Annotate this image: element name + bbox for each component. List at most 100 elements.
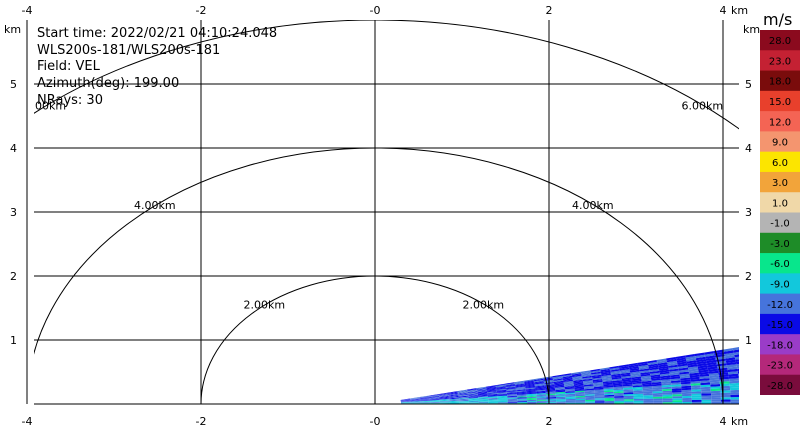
velocity-cell <box>726 362 737 366</box>
velocity-cell <box>594 393 605 396</box>
velocity-cell <box>613 384 623 388</box>
velocity-cell <box>590 371 601 375</box>
velocity-cell <box>584 391 595 394</box>
velocity-cell <box>699 373 710 377</box>
velocity-cell <box>526 393 537 396</box>
velocity-cell <box>400 399 411 401</box>
velocity-cell <box>609 365 620 369</box>
velocity-cell <box>439 395 449 398</box>
velocity-cell <box>730 401 739 404</box>
velocity-cell <box>449 401 460 403</box>
velocity-cell <box>667 360 678 365</box>
velocity-cell <box>564 387 575 390</box>
velocity-cell <box>629 368 640 371</box>
velocity-cell <box>688 370 699 374</box>
velocity-cell <box>438 394 449 397</box>
velocity-cell <box>563 378 573 381</box>
velocity-cell <box>458 393 468 396</box>
velocity-cell <box>486 386 496 389</box>
velocity-cell <box>536 391 546 394</box>
velocity-cell <box>748 374 758 377</box>
velocity-cell <box>720 397 731 400</box>
velocity-cell <box>505 385 516 388</box>
velocity-cell <box>740 387 750 390</box>
velocity-cell <box>429 397 440 400</box>
colorbar-swatch <box>760 313 800 335</box>
velocity-cell <box>661 383 672 386</box>
velocity-cell <box>449 400 460 402</box>
velocity-cell <box>724 352 735 357</box>
velocity-cell <box>517 402 528 404</box>
velocity-cell <box>449 396 459 398</box>
velocity-cell <box>507 396 518 398</box>
velocity-cell <box>732 347 739 351</box>
x-tick-label: 2 <box>546 415 553 428</box>
velocity-cell <box>575 393 585 395</box>
velocity-cell <box>448 393 459 395</box>
velocity-cell <box>534 384 545 387</box>
velocity-cell <box>705 355 716 359</box>
velocity-cell <box>526 390 536 393</box>
velocity-cell <box>661 379 671 382</box>
velocity-cell <box>487 395 498 397</box>
velocity-cell <box>694 352 705 357</box>
velocity-cell <box>515 383 525 386</box>
velocity-cell <box>623 387 633 390</box>
velocity-cell <box>458 395 469 397</box>
velocity-cell <box>419 397 430 399</box>
velocity-cell <box>711 392 721 396</box>
colorbar-swatch <box>760 354 800 376</box>
velocity-cell <box>618 364 629 368</box>
velocity-cell <box>536 395 547 397</box>
velocity-cell <box>641 377 652 380</box>
velocity-cell <box>661 384 672 388</box>
velocity-cell <box>448 391 458 394</box>
velocity-cell <box>563 380 574 384</box>
velocity-cell <box>633 388 643 391</box>
velocity-cell <box>495 383 506 386</box>
velocity-cell <box>517 400 528 402</box>
velocity-cell <box>524 381 535 384</box>
velocity-cell <box>565 401 576 403</box>
velocity-cell <box>671 384 682 387</box>
velocity-cell <box>691 401 702 404</box>
velocity-cell <box>564 388 575 391</box>
velocity-cell <box>642 382 652 386</box>
colorbar-swatch <box>760 334 800 355</box>
velocity-cell <box>611 376 622 380</box>
velocity-cell <box>485 385 496 388</box>
velocity-cell <box>488 397 498 399</box>
velocity-cell <box>420 398 430 400</box>
velocity-cell <box>629 366 639 370</box>
velocity-cell <box>633 395 644 398</box>
velocity-cell <box>429 397 440 399</box>
velocity-cell <box>614 399 624 401</box>
velocity-cell <box>448 395 459 398</box>
velocity-cell <box>592 379 603 382</box>
velocity-cell <box>648 367 659 371</box>
velocity-cell <box>614 394 624 397</box>
colorbar-label: -12.0 <box>767 300 793 311</box>
velocity-cell <box>650 376 661 380</box>
colorbar-label: -28.0 <box>767 381 793 392</box>
velocity-cell <box>535 387 546 390</box>
velocity-cell <box>478 395 488 397</box>
velocity-cell <box>711 395 721 398</box>
velocity-cell <box>488 400 498 402</box>
velocity-cell <box>466 388 477 391</box>
velocity-cell <box>689 376 700 380</box>
velocity-cell <box>727 368 738 373</box>
velocity-cell <box>562 375 573 379</box>
velocity-cell <box>429 398 440 400</box>
velocity-cell <box>699 378 710 381</box>
velocity-cell <box>789 401 799 404</box>
velocity-cell <box>594 398 605 400</box>
velocity-cell <box>526 394 537 397</box>
velocity-cell <box>504 382 515 385</box>
velocity-cell <box>496 390 507 393</box>
velocity-cell <box>748 372 758 375</box>
velocity-cell <box>613 389 624 392</box>
y-tick-label: 3 <box>10 206 17 219</box>
velocity-cell <box>670 374 680 378</box>
velocity-cell <box>760 402 770 405</box>
